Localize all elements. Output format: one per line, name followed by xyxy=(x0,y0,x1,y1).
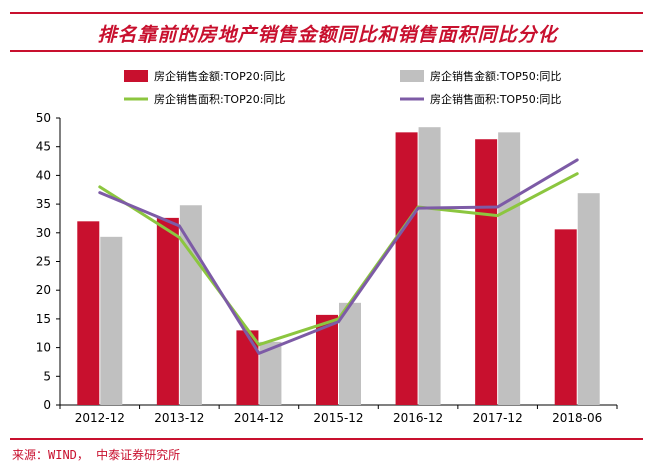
bar-top50-amount xyxy=(179,205,202,405)
legend-label: 房企销售面积:TOP20:同比 xyxy=(154,92,285,106)
x-tick-label: 2017-12 xyxy=(473,411,523,425)
y-tick-label: 40 xyxy=(36,168,51,182)
y-tick-label: 10 xyxy=(36,341,51,355)
bar-top20-amount xyxy=(236,330,259,405)
y-tick-label: 30 xyxy=(36,226,51,240)
y-tick-label: 0 xyxy=(43,398,51,412)
title-underline xyxy=(10,50,643,52)
x-axis: 2012-12 2013-12 2014-12 2015-12 2016-12 2017-… xyxy=(59,404,618,425)
x-tick-label: 2015-12 xyxy=(313,411,363,425)
bottom-rule xyxy=(10,438,643,440)
bar-top20-amount xyxy=(395,132,418,405)
y-tick-label: 25 xyxy=(36,255,51,269)
lines xyxy=(98,158,579,355)
y-tick-label: 45 xyxy=(36,140,51,154)
bar-top50-amount xyxy=(259,341,282,405)
chart-legend: 房企销售金额:TOP20:同比 房企销售金额:TOP50:同比房企销售面积:TOP… xyxy=(124,69,561,106)
page-title: 排名靠前的房地产销售金额同比和销售面积同比分化 xyxy=(97,24,558,46)
legend-swatch xyxy=(400,70,424,82)
y-axis: 0 5 10 15 20 25 30 35 40 45 50 xyxy=(36,111,61,412)
bar-top50-amount xyxy=(498,132,521,405)
bar-top50-amount xyxy=(339,302,361,405)
x-tick-label: 2013-12 xyxy=(154,411,204,425)
y-tick-label: 15 xyxy=(36,312,51,326)
y-tick-label: 5 xyxy=(43,369,51,383)
bar-top50-amount xyxy=(418,127,441,406)
legend-label: 房企销售金额:TOP50:同比 xyxy=(430,69,561,83)
legend-swatch xyxy=(124,70,148,82)
x-tick-label: 2016-12 xyxy=(393,411,443,425)
source-note: 来源：WIND， 中泰证券研究所 xyxy=(12,448,181,462)
bar-top20-amount xyxy=(475,139,498,405)
x-tick-label: 2014-12 xyxy=(234,411,284,425)
x-tick-label: 2018-06 xyxy=(552,411,602,425)
series-line-top50-area xyxy=(98,158,579,355)
top-rule xyxy=(10,12,643,14)
y-tick-label: 35 xyxy=(36,197,51,211)
bar-top50-amount xyxy=(100,236,123,405)
bar-top20-amount xyxy=(156,217,179,405)
x-tick-label: 2012-12 xyxy=(75,411,125,425)
series-line-top20-area xyxy=(98,172,579,347)
bar-top20-amount xyxy=(316,314,338,405)
legend-label: 房企销售面积:TOP50:同比 xyxy=(430,92,561,106)
bar-top20-amount xyxy=(77,221,100,405)
bars xyxy=(77,127,600,406)
y-tick-label: 20 xyxy=(36,283,51,297)
bar-top50-amount xyxy=(577,193,600,405)
legend-label: 房企销售金额:TOP20:同比 xyxy=(154,69,285,83)
bar-top20-amount xyxy=(554,229,577,405)
y-tick-label: 50 xyxy=(36,111,51,125)
